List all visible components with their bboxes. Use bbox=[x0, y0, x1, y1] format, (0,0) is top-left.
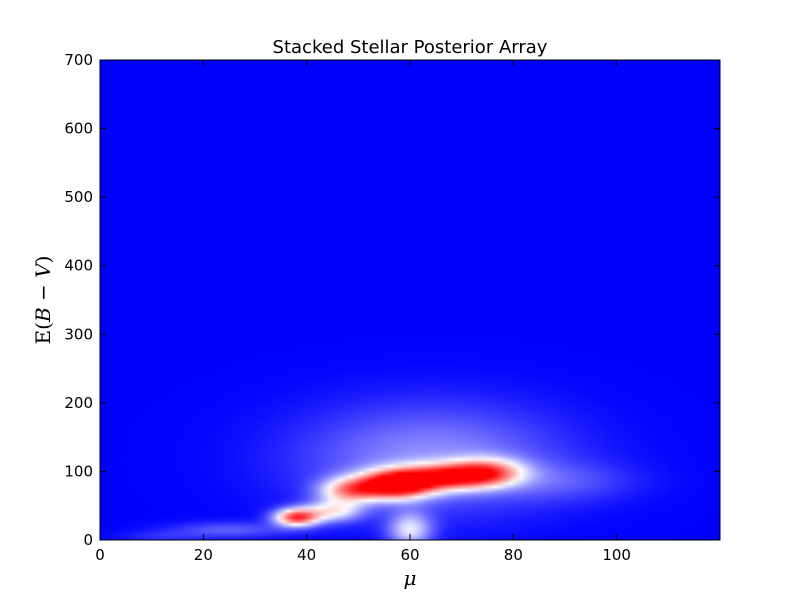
y-tick-label: 0 bbox=[83, 531, 93, 549]
heatmap-image bbox=[100, 60, 720, 540]
x-tick-label: 100 bbox=[602, 546, 631, 564]
y-tick-label: 200 bbox=[64, 394, 93, 412]
x-tick-label: 20 bbox=[194, 546, 213, 564]
y-axis-label: E(B − V) bbox=[31, 256, 55, 345]
y-axis-label-v: V bbox=[31, 261, 55, 278]
y-tick-label: 300 bbox=[64, 325, 93, 343]
y-axis-label-b: B bbox=[31, 307, 55, 323]
x-tick-label: 40 bbox=[297, 546, 316, 564]
x-tick-label: 80 bbox=[504, 546, 523, 564]
heatmap bbox=[100, 60, 720, 540]
y-axis-label-prefix: E( bbox=[31, 322, 55, 344]
y-tick-label: 100 bbox=[64, 462, 93, 480]
y-tick-label: 500 bbox=[64, 188, 93, 206]
y-tick-label: 600 bbox=[64, 120, 93, 138]
axis-ticks: 0 20 40 60 80 100 0 100 200 300 400 500 600 700 bbox=[64, 51, 720, 564]
x-tick-label: 60 bbox=[400, 546, 419, 564]
y-tick-label: 400 bbox=[64, 257, 93, 275]
y-axis-label-suffix: ) bbox=[31, 256, 55, 264]
x-tick-label: 0 bbox=[95, 546, 105, 564]
chart-title: Stacked Stellar Posterior Array bbox=[273, 37, 548, 58]
y-axis-label-minus: − bbox=[31, 278, 55, 307]
x-axis-label: μ bbox=[404, 566, 417, 590]
y-tick-label: 700 bbox=[64, 51, 93, 69]
